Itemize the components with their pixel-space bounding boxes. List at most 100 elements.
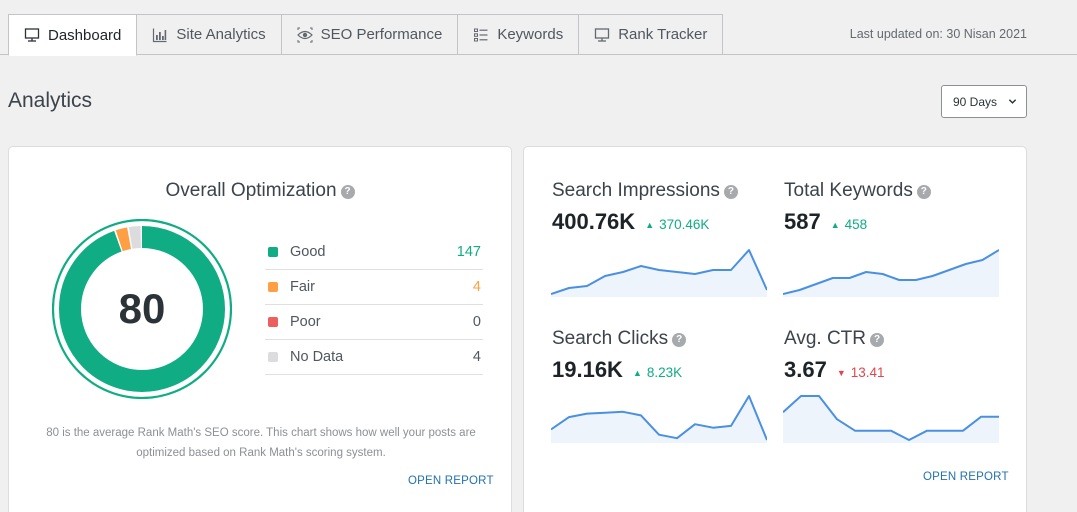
arrow-down-icon: ▼ [836, 368, 846, 378]
sparkline-avg-ctr [783, 395, 999, 443]
tabs: Dashboard Site Analytics SEO Performance… [8, 14, 724, 56]
sparkline-total-keywords [783, 249, 999, 297]
open-report-link[interactable]: OPEN REPORT [408, 475, 494, 487]
metric-search-impressions: Search Impressions? 400.76K ▲ 370.46K [552, 180, 768, 235]
metric-search-clicks: Search Clicks? 19.16K ▲ 8.23K [552, 328, 768, 383]
donut-outer-ring [52, 219, 232, 399]
days-select-value: 90 Days [953, 94, 998, 109]
metric-title-text: Avg. CTR [784, 328, 867, 349]
donut-segments [59, 226, 225, 392]
metric-title: Total Keywords? [784, 180, 1000, 202]
tab-site-analytics[interactable]: Site Analytics [137, 14, 282, 55]
chevron-down-icon [1008, 99, 1017, 104]
help-icon[interactable]: ? [340, 184, 355, 199]
metric-avg-ctr: Avg. CTR? 3.67 ▼ 13.41 [784, 328, 1000, 383]
sparkline-area [783, 250, 999, 297]
page-title: Analytics [8, 89, 93, 112]
legend-item-fair: Fair 4 [265, 270, 483, 305]
metric-delta-value: 8.23K [646, 365, 683, 380]
legend-item-no-data: No Data 4 [265, 340, 483, 375]
legend-swatch [268, 247, 278, 257]
overall-optimization-card: Overall Optimization? 80 Good 147 Fair 4… [8, 146, 512, 512]
metric-title-text: Search Clicks [552, 328, 669, 349]
sparkline-line [783, 395, 999, 441]
metric-delta-value: 370.46K [659, 217, 710, 232]
metric-delta: ▼ 13.41 [837, 365, 885, 380]
metric-values: 19.16K ▲ 8.23K [552, 357, 768, 383]
metric-title: Search Clicks? [552, 328, 768, 350]
legend-value: 4 [472, 349, 481, 365]
metric-total-keywords: Total Keywords? 587 ▲ 458 [784, 180, 1000, 235]
sparkline-search-clicks [551, 395, 767, 443]
tab-label: Site Analytics [176, 26, 266, 43]
tab-seo-performance[interactable]: SEO Performance [281, 14, 459, 55]
metric-title: Avg. CTR? [784, 328, 1000, 350]
metric-delta: ▲ 458 [831, 217, 867, 232]
days-select[interactable]: 90 Days [941, 85, 1027, 118]
optimization-description: 80 is the average Rank Math's SEO score.… [46, 427, 476, 459]
arrow-up-icon: ▲ [830, 220, 840, 230]
tab-rank-tracker[interactable]: Rank Tracker [579, 14, 724, 55]
sparkline-search-impressions [551, 249, 767, 297]
optimization-score: 80 [118, 285, 166, 332]
legend-swatch [268, 317, 278, 327]
monitor-icon [595, 27, 610, 42]
legend-label: Good [290, 244, 326, 260]
donut-segment-good [59, 226, 225, 392]
last-updated-text: Last updated on: 30 Nisan 2021 [849, 27, 1027, 41]
sparkline-line [783, 249, 999, 295]
metric-values: 400.76K ▲ 370.46K [552, 209, 768, 235]
tab-label: Keywords [497, 26, 564, 43]
tab-label: Rank Tracker [618, 26, 708, 43]
legend-value: 147 [456, 244, 481, 260]
legend-label: Poor [290, 314, 321, 330]
metric-value: 3.67 [784, 357, 827, 382]
bar-chart-icon [153, 28, 167, 42]
sparkline-area [783, 396, 999, 443]
help-icon[interactable]: ? [672, 332, 687, 347]
legend-label: No Data [290, 349, 344, 365]
legend-value: 0 [472, 314, 481, 330]
sparkline-line [551, 249, 767, 295]
help-icon[interactable]: ? [916, 184, 931, 199]
optimization-title: Overall Optimization? [9, 180, 511, 202]
legend-value: 4 [472, 279, 481, 295]
optimization-legend: Good 147 Fair 4 Poor 0 No Data 4 [265, 235, 483, 375]
metric-delta: ▲ 8.23K [633, 365, 682, 380]
tab-label: Dashboard [48, 26, 122, 44]
tab-label: SEO Performance [320, 26, 443, 43]
tab-dashboard[interactable]: Dashboard [8, 14, 138, 56]
arrow-up-icon: ▲ [632, 368, 642, 378]
help-icon[interactable]: ? [870, 332, 885, 347]
legend-label: Fair [290, 279, 315, 295]
eye-icon [296, 27, 313, 42]
tab-keywords[interactable]: Keywords [458, 14, 580, 55]
analytics-metrics-card: Search Impressions? 400.76K ▲ 370.46K Tot… [523, 146, 1027, 512]
metric-values: 3.67 ▼ 13.41 [784, 357, 1000, 383]
open-report-link[interactable]: OPEN REPORT [923, 471, 1009, 483]
sparkline-line [551, 395, 767, 441]
legend-item-poor: Poor 0 [265, 305, 483, 340]
metric-title-text: Total Keywords [784, 180, 913, 201]
optimization-donut-chart [52, 219, 232, 399]
metric-title-text: Search Impressions [552, 180, 720, 201]
monitor-icon [24, 28, 40, 42]
tab-bar: Dashboard Site Analytics SEO Performance… [0, 0, 1077, 56]
legend-swatch [268, 282, 278, 292]
sparkline-area [551, 250, 767, 297]
metric-value: 400.76K [552, 209, 636, 234]
metric-delta-value: 458 [844, 217, 868, 232]
metric-values: 587 ▲ 458 [784, 209, 1000, 235]
list-icon [474, 28, 488, 41]
metric-value: 587 [784, 209, 821, 234]
optimization-title-text: Overall Optimization [165, 180, 337, 201]
help-icon[interactable]: ? [723, 184, 738, 199]
metric-delta: ▲ 370.46K [645, 217, 709, 232]
legend-swatch [268, 352, 278, 362]
metric-value: 19.16K [552, 357, 623, 382]
arrow-up-icon: ▲ [645, 220, 655, 230]
legend-item-good: Good 147 [265, 235, 483, 270]
metric-title: Search Impressions? [552, 180, 768, 202]
metric-delta-value: 13.41 [850, 365, 885, 380]
sparkline-area [551, 396, 767, 443]
